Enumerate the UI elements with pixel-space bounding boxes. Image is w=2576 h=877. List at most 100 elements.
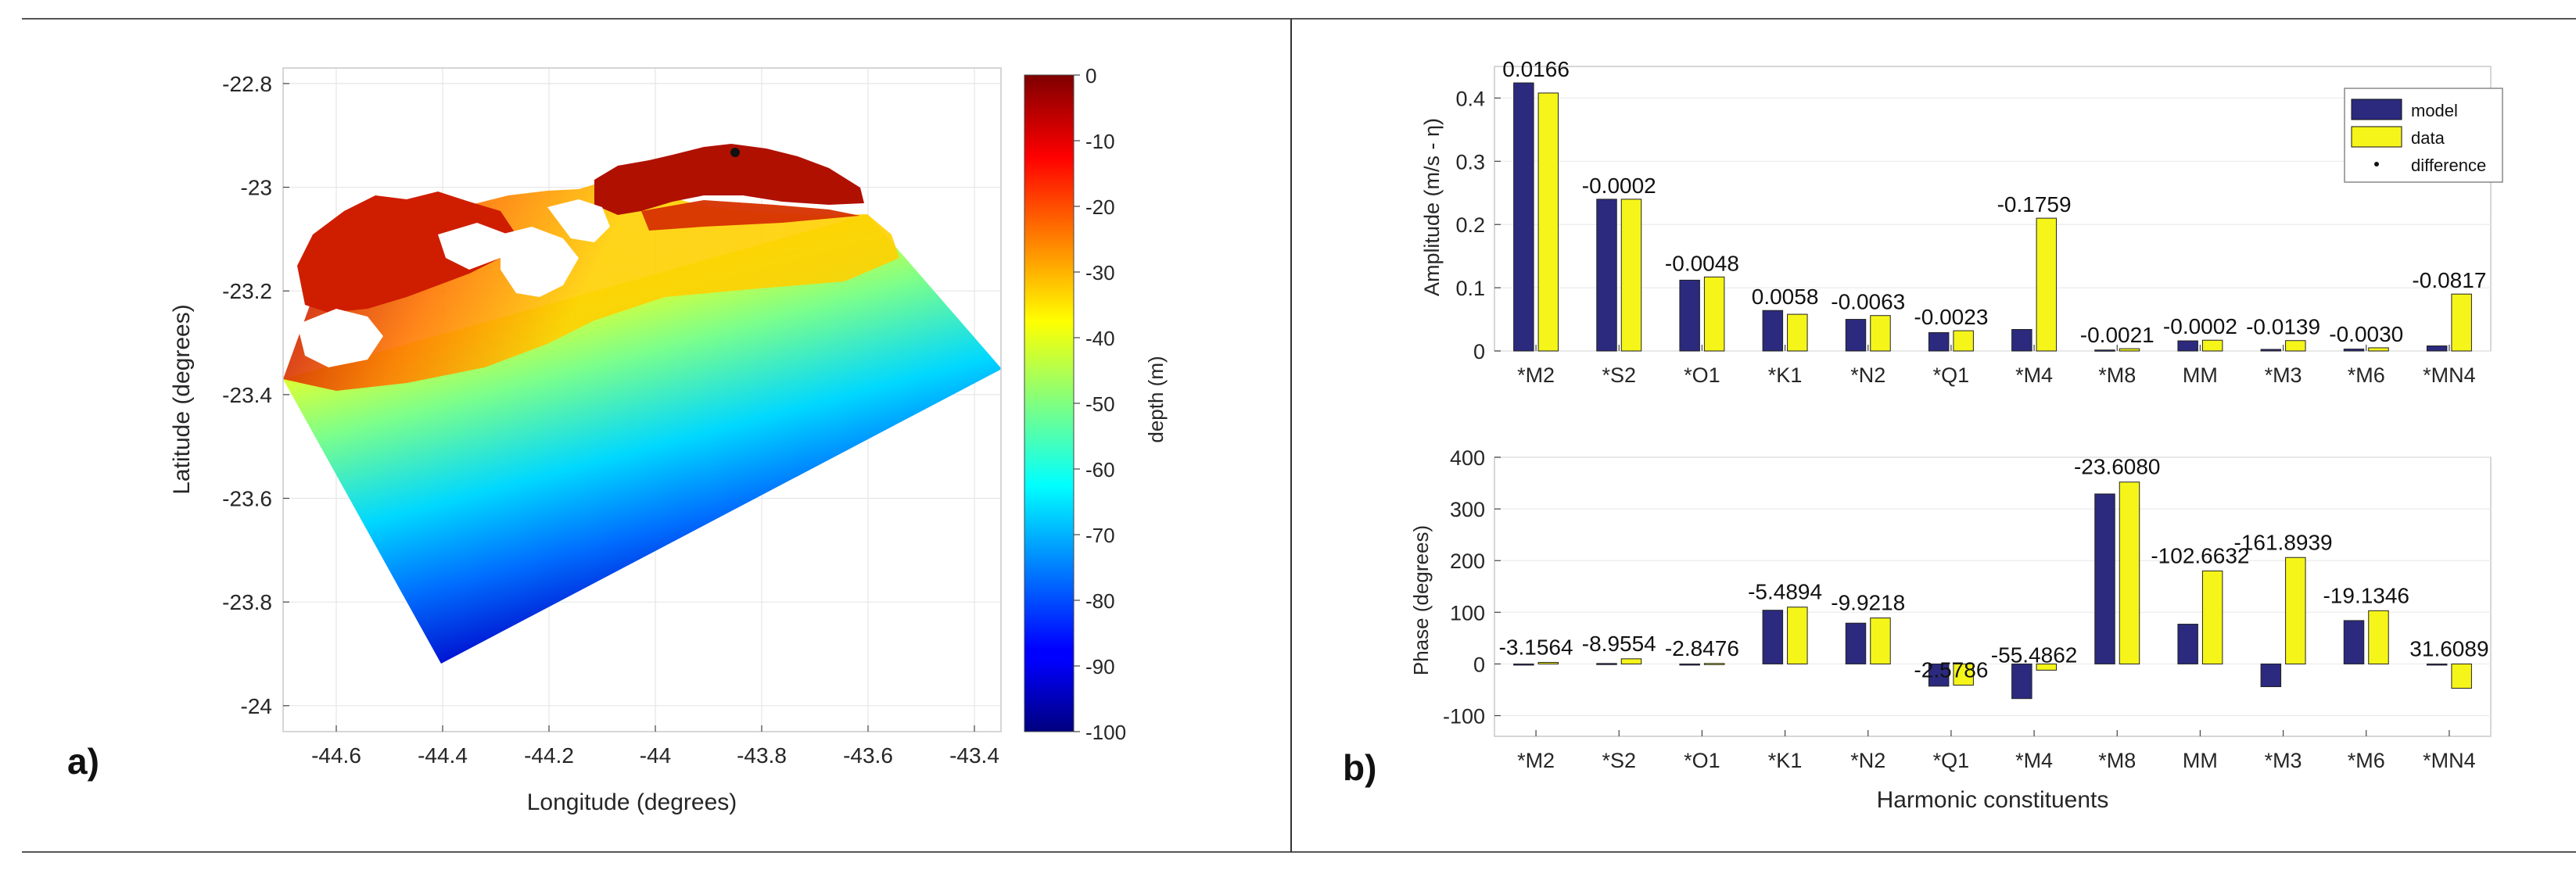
station-marker bbox=[730, 148, 740, 157]
difference-label: -161.8939 bbox=[2234, 530, 2333, 554]
map-ticks: -44.6 -44.4 -44.2 -44 -43.8 -43.6 -43.4 -22.8 -2… bbox=[222, 72, 999, 768]
bar-data-star-m4 bbox=[2036, 217, 2058, 352]
amplitude-chart: 0.0166 -0.0002 -0.0048 0.0058 -0.0063 -0.0023… bbox=[1420, 57, 2503, 387]
bar-data-star-o1 bbox=[1703, 276, 1725, 352]
x-tick-label: *O1 bbox=[1684, 749, 1720, 772]
map-x-tick-label: -44.4 bbox=[418, 743, 468, 768]
y-tick-label: 0.1 bbox=[1455, 277, 1485, 300]
map-x-tick-label: -44.6 bbox=[311, 743, 361, 768]
difference-label: 0.0058 bbox=[1752, 285, 1819, 309]
phase-bars: -3.1564 -8.9554 -2.8476 -5.4894 -9.9218 -2.57… bbox=[1499, 455, 2489, 700]
amplitude-axis: 0 0.1 0.2 0.3 0.4 *M2 *S2 *O1 *K1 *N2 *Q1 *M4 *M8 MM *… bbox=[1455, 87, 2475, 387]
map-x-tick-label: -43.8 bbox=[737, 743, 787, 768]
bar-model-star-q1 bbox=[1928, 663, 1950, 687]
panel-label-a: a) bbox=[67, 741, 99, 782]
bar-data-star-q1 bbox=[1953, 663, 1974, 686]
bar-data-star-m8 bbox=[2119, 481, 2140, 664]
bar-data-star-m8 bbox=[2119, 348, 2140, 352]
x-tick-label: *S2 bbox=[1602, 363, 1636, 387]
difference-label: -2.8476 bbox=[1665, 636, 1739, 660]
bar-data-star-mn4 bbox=[2451, 663, 2472, 689]
bathymetry-map-panel: -44.6 -44.4 -44.2 -44 -43.8 -43.6 -43.4 -22.8 -2… bbox=[67, 64, 1168, 815]
bar-data-mm bbox=[2201, 570, 2223, 664]
amplitude-grid bbox=[1494, 97, 2491, 352]
colorbar-tick-label: -70 bbox=[1085, 524, 1115, 547]
bar-model-mm bbox=[2177, 624, 2198, 664]
phase-plot-area bbox=[1494, 456, 2492, 737]
map-axes-box bbox=[282, 67, 1002, 732]
land-mass-ilha-grande bbox=[500, 227, 579, 297]
bar-model-star-mn4 bbox=[2426, 345, 2448, 352]
map-y-tick-label: -23 bbox=[241, 176, 272, 200]
x-tick-label: *M6 bbox=[2348, 363, 2385, 387]
legend-marker-difference bbox=[2374, 162, 2379, 166]
difference-label: -2.5786 bbox=[1914, 658, 1988, 682]
phase-chart: -3.1564 -8.9554 -2.8476 -5.4894 -9.9218 -2.57… bbox=[1409, 446, 2492, 813]
y-tick-label: 0 bbox=[1473, 653, 1485, 676]
x-tick-label: *M6 bbox=[2348, 749, 2385, 772]
x-tick-label: *MN4 bbox=[2423, 363, 2476, 387]
land-mass-south-island bbox=[297, 309, 383, 367]
ilha-grande-bay bbox=[297, 192, 516, 313]
colorbar-tick-label: -80 bbox=[1085, 589, 1115, 613]
map-x-tick-label: -44 bbox=[640, 743, 671, 768]
bar-model-star-m8 bbox=[2094, 493, 2115, 664]
x-tick-label: *K1 bbox=[1768, 749, 1803, 772]
colorbar-tick-label: -90 bbox=[1085, 655, 1115, 678]
y-tick-label: 400 bbox=[1450, 446, 1485, 470]
map-x-label: Longitude (degrees) bbox=[527, 789, 737, 815]
colorbar-tick-label: -100 bbox=[1085, 721, 1126, 744]
bar-model-star-n2 bbox=[1845, 622, 1867, 664]
difference-label: -0.0023 bbox=[1914, 305, 1988, 329]
y-tick-label: 0.3 bbox=[1455, 150, 1485, 174]
y-tick-label: 300 bbox=[1450, 498, 1485, 521]
x-tick-label: *MN4 bbox=[2423, 749, 2476, 772]
colorbar-label: depth (m) bbox=[1144, 356, 1168, 442]
bar-model-star-mn4 bbox=[2426, 663, 2448, 666]
bar-data-mm bbox=[2201, 339, 2223, 352]
bar-data-star-k1 bbox=[1787, 607, 1808, 664]
x-tick-label: *M8 bbox=[2098, 363, 2136, 387]
amplitude-bars: 0.0166 -0.0002 -0.0048 0.0058 -0.0063 -0.0023… bbox=[1502, 57, 2486, 352]
bar-model-star-s2 bbox=[1596, 663, 1617, 665]
colorbar-tick-label: -60 bbox=[1085, 458, 1115, 481]
difference-label: -0.0139 bbox=[2246, 315, 2320, 339]
map-y-label: Latitude (degrees) bbox=[169, 304, 195, 495]
difference-label: 31.6089 bbox=[2409, 636, 2488, 660]
x-tick-label: *Q1 bbox=[1933, 749, 1970, 772]
x-tick-label: *M8 bbox=[2098, 749, 2136, 772]
difference-label: -55.4862 bbox=[1991, 643, 2078, 667]
x-tick-label: MM bbox=[2183, 363, 2218, 387]
figure-frame bbox=[22, 18, 2576, 853]
map-y-tick-label: -24 bbox=[241, 694, 272, 718]
x-tick-label: *S2 bbox=[1602, 749, 1636, 772]
bar-data-star-m4 bbox=[2036, 663, 2058, 671]
colorbar-ticks: 0 -10 -20 -30 -40 -50 -60 -70 -80 -90 -100 bbox=[1074, 64, 1126, 744]
map-y-tick-label: -23.2 bbox=[222, 279, 272, 303]
x-tick-label: *N2 bbox=[1850, 363, 1885, 387]
bar-model-star-k1 bbox=[1762, 310, 1784, 352]
difference-label: -8.9554 bbox=[1582, 632, 1656, 656]
difference-label: -5.4894 bbox=[1748, 580, 1822, 604]
bar-model-star-k1 bbox=[1762, 610, 1784, 664]
bar-data-star-q1 bbox=[1953, 330, 1974, 352]
restinga-strip bbox=[641, 200, 860, 231]
difference-label: -0.0021 bbox=[2080, 323, 2154, 347]
difference-label: -9.9218 bbox=[1831, 591, 1905, 615]
bathymetry-domain bbox=[283, 214, 1002, 664]
x-tick-label: *M4 bbox=[2015, 749, 2053, 772]
bar-data-star-m3 bbox=[2285, 340, 2306, 352]
y-tick-label: -100 bbox=[1443, 705, 1485, 728]
land-mass-island bbox=[438, 223, 508, 270]
amplitude-legend: model data difference bbox=[2344, 88, 2503, 183]
difference-label: 0.0166 bbox=[1502, 57, 1570, 81]
bar-data-star-s2 bbox=[1620, 658, 1642, 664]
legend-label-data: data bbox=[2411, 128, 2445, 148]
bar-model-star-m6 bbox=[2343, 620, 2365, 664]
bar-model-star-m2 bbox=[1513, 82, 1534, 352]
colorbar-tick-label: -10 bbox=[1085, 130, 1115, 153]
bar-data-star-m6 bbox=[2368, 347, 2389, 352]
map-y-tick-label: -22.8 bbox=[222, 72, 272, 96]
map-y-tick-label: -23.8 bbox=[222, 590, 272, 614]
bar-model-star-q1 bbox=[1928, 332, 1950, 352]
